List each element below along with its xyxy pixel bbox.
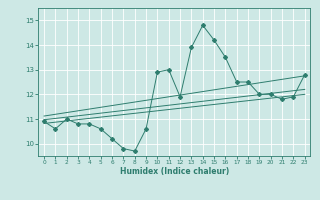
X-axis label: Humidex (Indice chaleur): Humidex (Indice chaleur) xyxy=(120,167,229,176)
